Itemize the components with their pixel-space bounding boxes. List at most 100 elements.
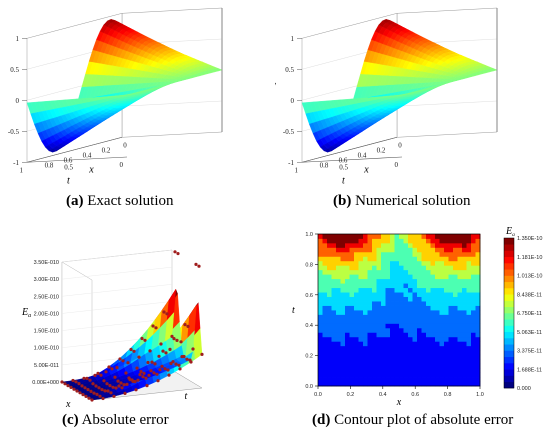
contour-cell xyxy=(390,283,395,289)
contour-cell xyxy=(444,242,449,248)
contour-cell xyxy=(318,260,323,266)
contour-cell xyxy=(471,350,476,356)
contour-cell xyxy=(367,368,373,373)
x-tick-label: 0.8 xyxy=(45,161,54,169)
contour-cell xyxy=(412,354,418,360)
contour-cell xyxy=(408,332,413,338)
contour-cell xyxy=(421,350,427,356)
contour-cell xyxy=(457,292,463,297)
contour-cell xyxy=(367,350,373,356)
error-point xyxy=(92,391,96,395)
contour-cell xyxy=(435,301,440,306)
contour-cell xyxy=(390,269,395,275)
contour-cell xyxy=(367,278,373,284)
contour-cell xyxy=(435,372,440,378)
error-point xyxy=(115,366,119,370)
contour-cell xyxy=(399,301,404,306)
contour-cell xyxy=(408,256,413,262)
contour-cell xyxy=(381,323,386,329)
contour-cell xyxy=(385,278,391,284)
contour-cell xyxy=(412,278,418,284)
error-point xyxy=(89,389,93,393)
contour-cell xyxy=(457,314,463,320)
contour-cell xyxy=(318,345,323,351)
contour-cell xyxy=(403,314,409,320)
contour-cell xyxy=(372,251,377,257)
contour-cell xyxy=(430,377,436,382)
error-point xyxy=(90,398,94,402)
contour-cell xyxy=(444,251,449,257)
contour-cell xyxy=(448,296,454,302)
contour-cell xyxy=(372,341,377,347)
t-axis-label: t xyxy=(342,176,345,187)
contour-cell xyxy=(403,318,409,324)
contour-cell xyxy=(444,354,449,360)
contour-cell xyxy=(372,350,377,356)
contour-cell xyxy=(318,234,323,239)
z-tick-label: -1 xyxy=(288,159,294,167)
contour-cell xyxy=(385,305,391,311)
contour-cell xyxy=(439,247,445,253)
contour-cell xyxy=(448,287,454,293)
contour-cell xyxy=(367,287,373,293)
contour-cell xyxy=(444,359,449,365)
contour-cell xyxy=(403,301,409,306)
error-point xyxy=(176,252,180,256)
y-tick-label: 0.2 xyxy=(305,354,313,360)
contour-cell xyxy=(399,278,404,284)
contour-cell xyxy=(457,368,463,373)
contour-cell xyxy=(475,314,481,320)
contour-cell xyxy=(331,234,337,239)
error-point xyxy=(141,375,145,379)
contour-cell xyxy=(336,234,341,239)
contour-cell xyxy=(439,381,445,387)
chart-contour-absolute-error: 0.0 0.2 0.4 0.6 0.8 1.0 0.0 0.2 0.4 0.6 0.8 1.0 x t 1.… xyxy=(280,222,550,407)
contour-cell xyxy=(430,269,436,275)
error-point xyxy=(103,389,107,393)
contour-cell xyxy=(372,377,377,382)
contour-cell xyxy=(448,345,454,351)
contour-cell xyxy=(435,323,440,329)
contour-cell xyxy=(399,242,404,248)
contour-cell xyxy=(471,265,476,271)
contour-cell xyxy=(412,251,418,257)
contour-cell xyxy=(435,359,440,365)
contour-cell xyxy=(376,327,382,333)
contour-cell xyxy=(475,332,481,338)
contour-cell xyxy=(435,363,440,369)
contour-cell xyxy=(457,260,463,266)
contour-cell xyxy=(390,368,395,373)
contour-cell xyxy=(394,363,400,369)
contour-cell xyxy=(349,345,355,351)
colorbar xyxy=(504,238,514,389)
contour-cell xyxy=(462,341,467,347)
contour-cell xyxy=(322,323,328,329)
colorbar-band xyxy=(504,250,514,258)
error-point xyxy=(100,388,104,392)
contour-cell xyxy=(354,372,359,378)
contour-cell xyxy=(426,314,431,320)
contour-cell xyxy=(448,327,454,333)
contour-cell xyxy=(475,269,481,275)
contour-cell xyxy=(475,260,481,266)
contour-cell xyxy=(426,287,431,293)
contour-cell xyxy=(471,242,476,248)
contour-cell xyxy=(399,274,404,280)
contour-cell xyxy=(475,323,481,329)
contour-cell xyxy=(403,372,409,378)
absolute-error-scatter-plot: 3.50E-010 3.00E-010 2.50E-010 2.00E-010 1.50… xyxy=(21,249,204,407)
contour-cell xyxy=(448,359,454,365)
contour-cell xyxy=(367,327,373,333)
z-tick-label: 0.00E+000 xyxy=(32,380,59,386)
contour-cell xyxy=(394,296,400,302)
contour-cell xyxy=(327,354,332,360)
contour-cell xyxy=(435,234,440,239)
contour-cell xyxy=(408,265,413,271)
contour-cell xyxy=(394,372,400,378)
contour-cell xyxy=(381,238,386,244)
contour-cell xyxy=(349,260,355,266)
contour-cell xyxy=(336,381,341,387)
caption-text: Exact solution xyxy=(83,193,174,209)
contour-cell xyxy=(412,301,418,306)
contour-cell xyxy=(408,345,413,351)
